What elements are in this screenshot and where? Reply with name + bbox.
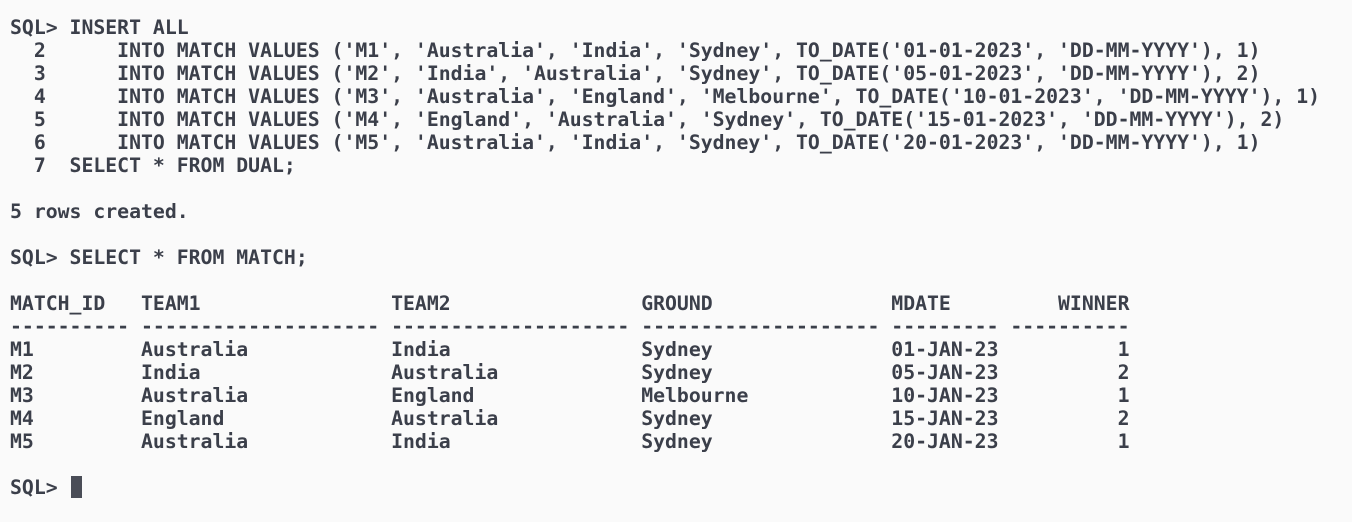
result-header-row: MATCH_ID TEAM1 TEAM2 GROUND MDATE WINNER (10, 292, 1130, 315)
insert-command-line: SQL> INSERT ALL (10, 16, 189, 39)
input-line[interactable]: SQL> (10, 476, 1352, 499)
blank-line (10, 269, 1352, 292)
result-row: M2 India Australia Sydney 05-JAN-23 2 (10, 361, 1130, 384)
result-row: M4 England Australia Sydney 15-JAN-23 2 (10, 407, 1130, 430)
insert-values-line-2: 2 INTO MATCH VALUES ('M1', 'Australia', … (10, 39, 1261, 62)
insert-values-line-4: 4 INTO MATCH VALUES ('M3', 'Australia', … (10, 85, 1321, 108)
insert-values-line-6: 6 INTO MATCH VALUES ('M5', 'Australia', … (10, 131, 1261, 154)
rows-created-message: 5 rows created. (10, 200, 189, 223)
result-row: M3 Australia England Melbourne 10-JAN-23… (10, 384, 1130, 407)
text-cursor (70, 476, 82, 498)
blank-line (10, 177, 1352, 200)
sql-prompt: SQL> (10, 476, 70, 499)
insert-values-line-3: 3 INTO MATCH VALUES ('M2', 'India', 'Aus… (10, 62, 1261, 85)
result-row: M1 Australia India Sydney 01-JAN-23 1 (10, 338, 1130, 361)
blank-line (10, 223, 1352, 246)
result-row: M5 Australia India Sydney 20-JAN-23 1 (10, 430, 1130, 453)
select-command-line: SQL> SELECT * FROM MATCH; (10, 246, 308, 269)
blank-line (10, 453, 1352, 476)
select-from-dual-line: 7 SELECT * FROM DUAL; (10, 154, 296, 177)
result-separator-row: ---------- -------------------- --------… (10, 315, 1130, 338)
insert-values-line-5: 5 INTO MATCH VALUES ('M4', 'England', 'A… (10, 108, 1285, 131)
